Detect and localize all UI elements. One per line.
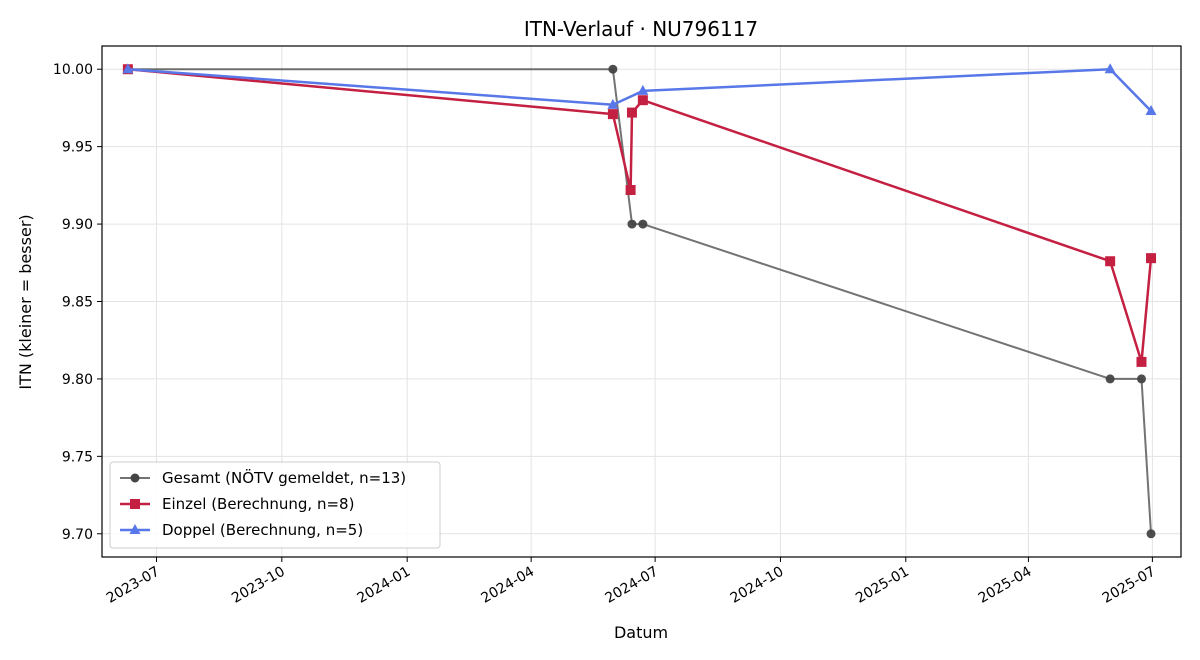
- data-point: [122, 63, 134, 74]
- data-point: [1105, 256, 1116, 267]
- legend-marker: [130, 499, 140, 509]
- data-point: [1136, 356, 1147, 367]
- legend-marker: [130, 473, 140, 483]
- legend-marker: [129, 524, 141, 534]
- chart-title: ITN-Verlauf · NU796117: [524, 17, 758, 41]
- data-point: [627, 219, 637, 229]
- y-axis-title: ITN (kleiner = besser): [16, 214, 35, 389]
- x-axis-title: Datum: [614, 623, 668, 642]
- data-point: [625, 185, 636, 196]
- legend-label: Gesamt (NÖTV gemeldet, n=13): [162, 468, 406, 487]
- data-point: [607, 109, 618, 120]
- data-point: [637, 95, 648, 106]
- series-line: [127, 67, 1153, 364]
- y-tick-label: 10.00: [53, 62, 93, 78]
- data-point: [607, 98, 619, 109]
- y-tick-label: 9.75: [62, 449, 93, 465]
- data-point: [1104, 63, 1116, 74]
- data-point: [638, 219, 648, 229]
- series-3: [122, 63, 1157, 116]
- legend-label: Doppel (Berechnung, n=5): [162, 521, 363, 539]
- data-point: [1105, 374, 1115, 384]
- legend: Gesamt (NÖTV gemeldet, n=13) Einzel (Bere…: [109, 461, 441, 549]
- data-point: [637, 84, 649, 95]
- legend-item: Doppel (Berechnung, n=5): [120, 521, 363, 539]
- legend-label: Einzel (Berechnung, n=8): [162, 495, 354, 513]
- y-tick-label: 9.90: [62, 217, 93, 233]
- y-tick-label: 9.95: [62, 140, 93, 156]
- legend-item: Einzel (Berechnung, n=8): [120, 495, 354, 513]
- data-point: [1145, 105, 1157, 116]
- y-tick-label: 9.70: [62, 527, 93, 543]
- data-point: [1136, 374, 1146, 384]
- y-tick-label: 9.85: [62, 295, 93, 311]
- data-point: [1146, 529, 1156, 539]
- legend-item: Gesamt (NÖTV gemeldet, n=13): [120, 468, 406, 487]
- y-tick-label: 9.80: [62, 372, 93, 388]
- data-point: [1146, 253, 1157, 264]
- series-layer: [122, 63, 1157, 539]
- series-2: [122, 64, 1157, 367]
- y-axis: 9.70 9.75 9.80 9.85 9.90 9.95 10.00: [53, 62, 102, 543]
- legend-box: [109, 461, 441, 549]
- data-point: [608, 64, 618, 74]
- data-point: [626, 107, 637, 118]
